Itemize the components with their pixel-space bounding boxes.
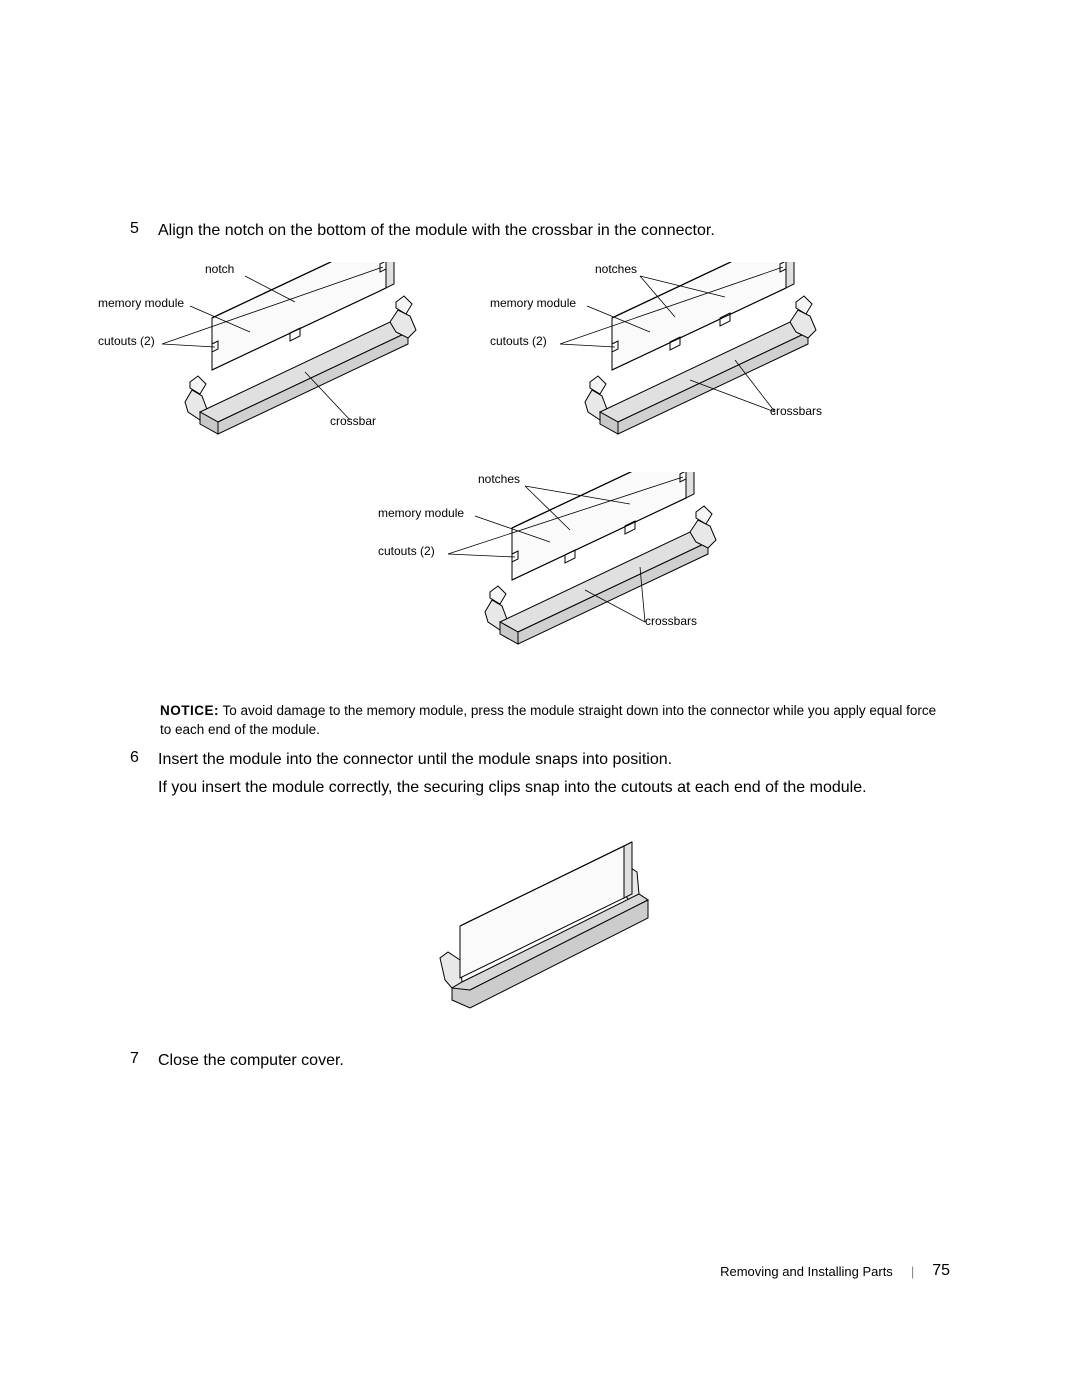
memory-module-svg-3: [390, 472, 750, 672]
notice-text: To avoid damage to the memory module, pr…: [160, 703, 936, 736]
footer-separator: |: [911, 1264, 914, 1279]
label-notches-2: notches: [595, 262, 637, 276]
label-crossbar-1: crossbar: [330, 414, 376, 428]
step-6-number: 6: [130, 749, 158, 800]
step-5-text: Align the notch on the bottom of the mod…: [158, 220, 715, 242]
label-cutouts-2: cutouts (2): [490, 334, 547, 348]
page-content: 5 Align the notch on the bottom of the m…: [130, 220, 950, 1080]
page-footer: Removing and Installing Parts | 75: [720, 1262, 950, 1280]
step-7-text: Close the computer cover.: [158, 1050, 344, 1072]
memory-module-svg-2: [490, 262, 850, 462]
diagram-two-notches: notches memory module cutouts (2) crossb…: [490, 262, 850, 462]
diagram-row-1: notch memory module cutouts (2) crossbar: [90, 262, 950, 462]
step-6-text-1: Insert the module into the connector unt…: [158, 749, 867, 771]
step-5-number: 5: [130, 220, 158, 242]
label-cutouts-1: cutouts (2): [98, 334, 155, 348]
diagram-row-2: notches memory module cutouts (2) crossb…: [190, 472, 950, 672]
label-notch: notch: [205, 262, 234, 276]
label-cutouts-3: cutouts (2): [378, 544, 435, 558]
footer-page-number: 75: [932, 1262, 950, 1280]
step-7-number: 7: [130, 1050, 158, 1072]
diagram-single-notch: notch memory module cutouts (2) crossbar: [90, 262, 450, 462]
diagram-three-notches: notches memory module cutouts (2) crossb…: [390, 472, 750, 672]
notice-label: NOTICE:: [160, 703, 219, 718]
diagram-inserted: [130, 840, 950, 1020]
footer-section: Removing and Installing Parts: [720, 1264, 893, 1279]
step-5: 5 Align the notch on the bottom of the m…: [130, 220, 950, 242]
inserted-module-svg: [390, 840, 690, 1020]
label-memory-module-2: memory module: [490, 296, 576, 310]
label-crossbars-2: crossbars: [770, 404, 822, 418]
label-notches-3: notches: [478, 472, 520, 486]
memory-module-svg-1: [90, 262, 450, 462]
label-memory-module-1: memory module: [98, 296, 184, 310]
notice-block: NOTICE: To avoid damage to the memory mo…: [160, 702, 950, 738]
label-memory-module-3: memory module: [378, 506, 464, 520]
step-7: 7 Close the computer cover.: [130, 1050, 950, 1072]
step-6: 6 Insert the module into the connector u…: [130, 749, 950, 800]
label-crossbars-3: crossbars: [645, 614, 697, 628]
step-6-text-2: If you insert the module correctly, the …: [158, 777, 867, 799]
